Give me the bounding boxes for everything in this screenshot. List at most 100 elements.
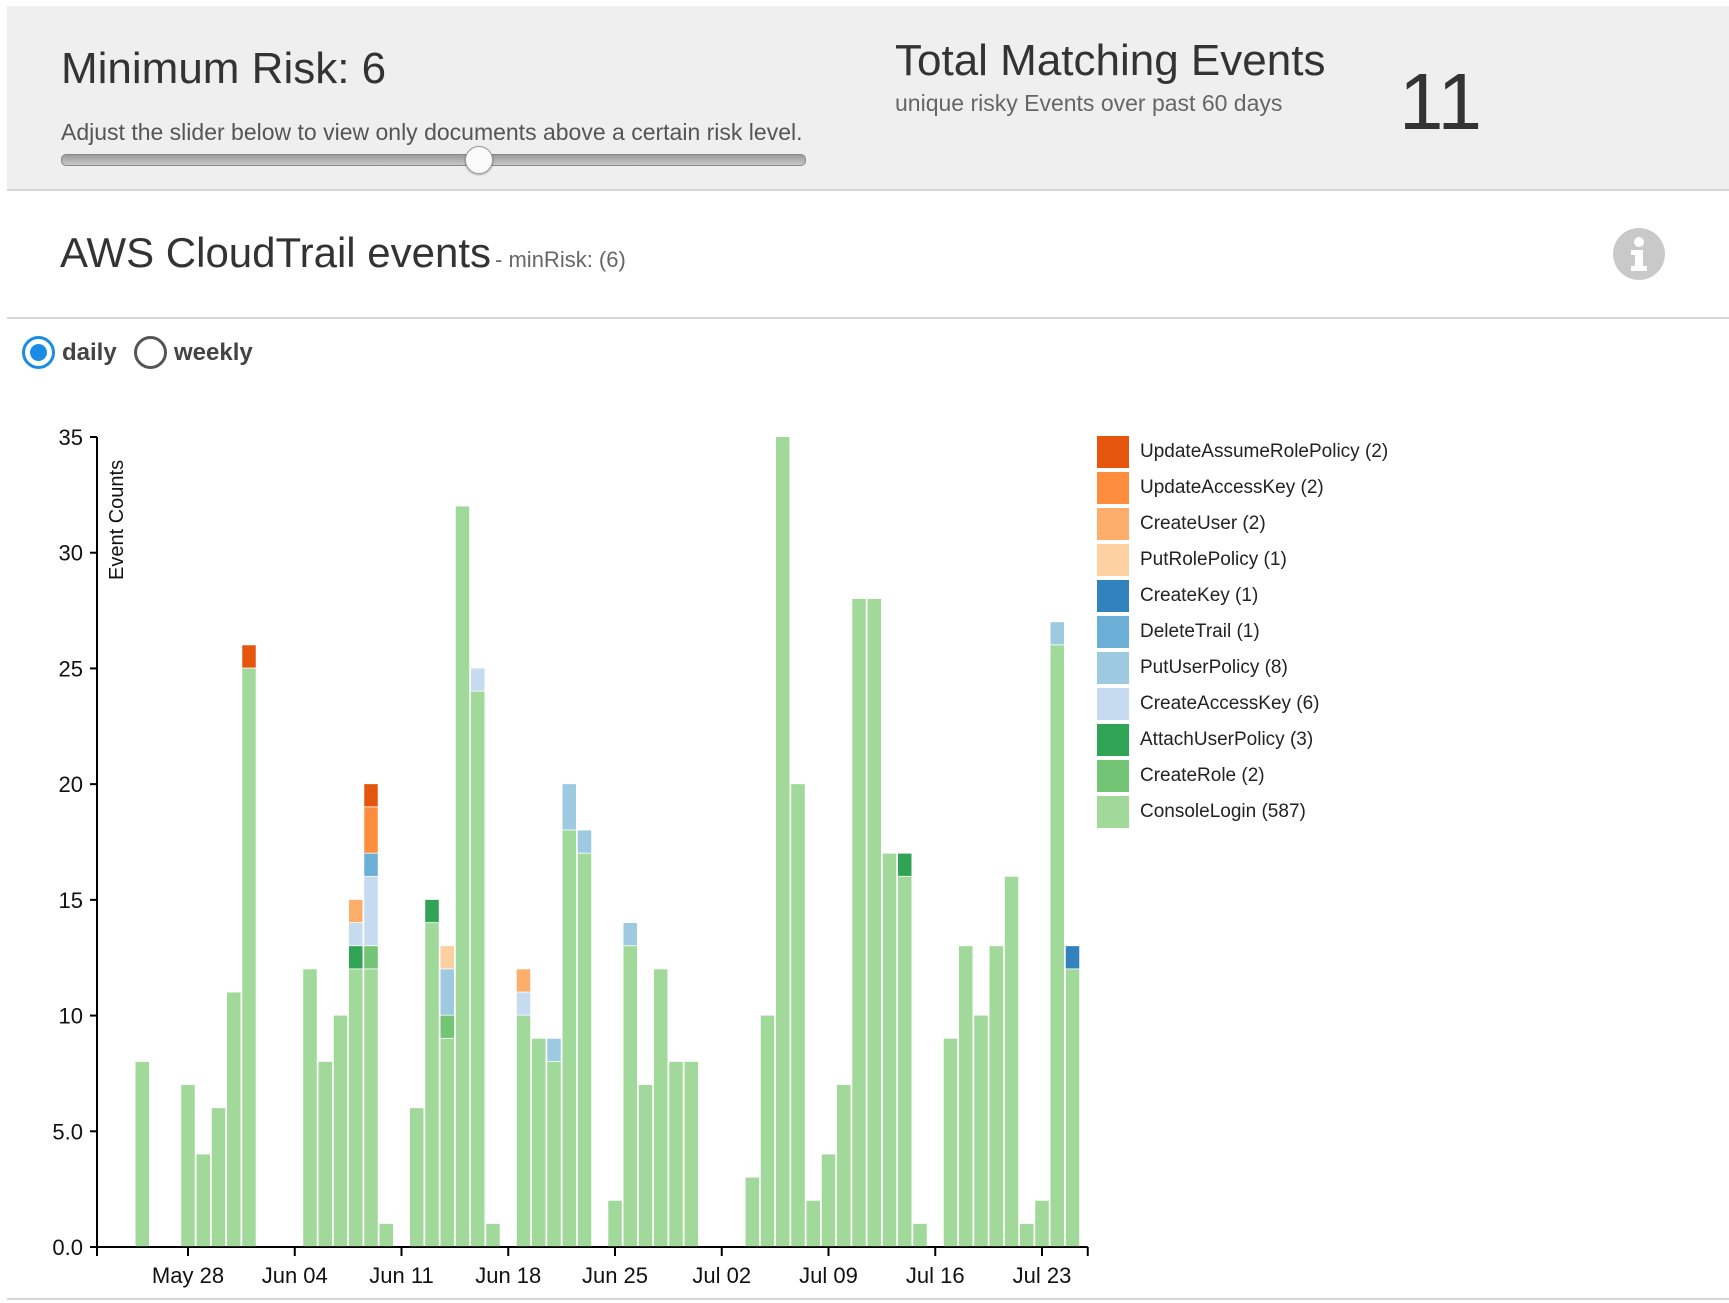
legend-label: CreateRole (2) bbox=[1140, 765, 1265, 786]
y-axis-label: Event Counts bbox=[106, 460, 128, 580]
bar-segment[interactable] bbox=[440, 969, 455, 1015]
bar-segment[interactable] bbox=[486, 1223, 500, 1247]
bar-segment[interactable] bbox=[516, 992, 531, 1015]
legend-swatch bbox=[1097, 760, 1129, 792]
bars bbox=[135, 437, 1080, 1247]
bar-segment[interactable] bbox=[837, 1085, 851, 1247]
bar-segment[interactable] bbox=[349, 899, 363, 923]
bar-segment[interactable] bbox=[471, 668, 485, 691]
bar-segment[interactable] bbox=[913, 1223, 927, 1247]
radio-weekly-circle[interactable] bbox=[134, 336, 167, 369]
bar-segment[interactable] bbox=[577, 830, 592, 853]
y-tick-label: 15 bbox=[59, 888, 83, 913]
panel-title: AWS CloudTrail events - minRisk: (6) bbox=[60, 229, 626, 277]
y-tick-label: 35 bbox=[59, 425, 83, 450]
risk-slider-handle[interactable] bbox=[465, 146, 494, 174]
bar-segment[interactable] bbox=[1004, 876, 1019, 1247]
bar-segment[interactable] bbox=[959, 946, 973, 1247]
bar-segment[interactable] bbox=[135, 1061, 150, 1247]
risk-slider[interactable] bbox=[61, 146, 806, 174]
bar-segment[interactable] bbox=[760, 1015, 775, 1247]
legend-swatch bbox=[1097, 652, 1129, 684]
bar-segment[interactable] bbox=[1050, 645, 1065, 1247]
bar-segment[interactable] bbox=[364, 876, 378, 946]
bar-segment[interactable] bbox=[638, 1085, 653, 1247]
legend-swatch bbox=[1097, 616, 1129, 648]
bar-segment[interactable] bbox=[898, 876, 912, 1247]
bar-segment[interactable] bbox=[882, 853, 897, 1247]
bar-segment[interactable] bbox=[867, 599, 882, 1247]
legend-label: UpdateAssumeRolePolicy (2) bbox=[1140, 441, 1389, 462]
bar-segment[interactable] bbox=[943, 1038, 958, 1247]
bar-segment[interactable] bbox=[440, 946, 455, 969]
bar-segment[interactable] bbox=[623, 923, 638, 946]
bar-segment[interactable] bbox=[623, 946, 638, 1247]
bar-segment[interactable] bbox=[242, 645, 256, 668]
bar-segment[interactable] bbox=[440, 1038, 455, 1247]
legend-swatch bbox=[1097, 724, 1129, 756]
slider-help-text: Adjust the slider below to view only doc… bbox=[61, 119, 803, 145]
total-matching-events-title: Total Matching Events bbox=[895, 36, 1326, 85]
bar-segment[interactable] bbox=[349, 969, 363, 1247]
bar-segment[interactable] bbox=[1065, 969, 1080, 1247]
bar-segment[interactable] bbox=[364, 853, 378, 876]
bar-segment[interactable] bbox=[303, 969, 317, 1247]
bar-segment[interactable] bbox=[776, 437, 790, 1247]
bar-segment[interactable] bbox=[1050, 622, 1065, 645]
bar-segment[interactable] bbox=[318, 1061, 333, 1247]
bar-segment[interactable] bbox=[516, 1015, 531, 1247]
bar-segment[interactable] bbox=[1020, 1223, 1034, 1247]
bar-segment[interactable] bbox=[577, 853, 592, 1247]
bar-segment[interactable] bbox=[806, 1200, 821, 1247]
bar-segment[interactable] bbox=[532, 1038, 546, 1247]
bar-segment[interactable] bbox=[425, 899, 439, 923]
bar-segment[interactable] bbox=[181, 1085, 195, 1247]
bar-segment[interactable] bbox=[852, 599, 866, 1247]
bar-segment[interactable] bbox=[410, 1108, 424, 1247]
bar-segment[interactable] bbox=[364, 784, 378, 807]
bar-segment[interactable] bbox=[471, 691, 485, 1247]
bar-segment[interactable] bbox=[608, 1200, 622, 1247]
bar-segment[interactable] bbox=[455, 506, 470, 1247]
total-matching-events-value: 11 bbox=[1399, 57, 1483, 146]
bar-segment[interactable] bbox=[364, 807, 378, 853]
bar-segment[interactable] bbox=[333, 1015, 348, 1247]
legend-swatch bbox=[1097, 688, 1129, 720]
bar-segment[interactable] bbox=[547, 1061, 561, 1247]
bar-segment[interactable] bbox=[974, 1015, 988, 1247]
bar-segment[interactable] bbox=[440, 1015, 455, 1038]
bar-segment[interactable] bbox=[791, 784, 805, 1247]
info-icon[interactable] bbox=[1613, 228, 1665, 280]
bar-segment[interactable] bbox=[425, 923, 439, 1247]
y-tick-label: 0.0 bbox=[52, 1235, 83, 1260]
bar-segment[interactable] bbox=[364, 946, 378, 969]
radio-daily-circle[interactable] bbox=[22, 336, 55, 369]
bar-segment[interactable] bbox=[349, 946, 363, 969]
bar-segment[interactable] bbox=[227, 992, 241, 1247]
legend-swatch bbox=[1097, 508, 1129, 540]
bar-segment[interactable] bbox=[1035, 1200, 1049, 1247]
bar-segment[interactable] bbox=[516, 969, 531, 992]
bar-segment[interactable] bbox=[196, 1154, 211, 1247]
bar-segment[interactable] bbox=[242, 668, 256, 1247]
y-tick-label: 10 bbox=[59, 1004, 83, 1029]
bar-segment[interactable] bbox=[745, 1177, 760, 1247]
bar-segment[interactable] bbox=[898, 853, 912, 876]
bar-segment[interactable] bbox=[989, 946, 1004, 1247]
bar-segment[interactable] bbox=[684, 1061, 699, 1247]
panel-header: AWS CloudTrail events - minRisk: (6) bbox=[7, 191, 1729, 319]
bar-segment[interactable] bbox=[364, 969, 378, 1247]
bar-segment[interactable] bbox=[379, 1223, 394, 1247]
bar-segment[interactable] bbox=[562, 830, 577, 1247]
bar-segment[interactable] bbox=[1065, 946, 1080, 969]
bar-segment[interactable] bbox=[654, 969, 668, 1247]
bar-segment[interactable] bbox=[669, 1061, 683, 1247]
risk-filter-bar: Minimum Risk: 6 Adjust the slider below … bbox=[7, 6, 1729, 191]
bar-segment[interactable] bbox=[562, 784, 577, 830]
x-tick-label: Jun 18 bbox=[475, 1263, 541, 1288]
bar-segment[interactable] bbox=[211, 1108, 226, 1247]
legend-label: PutUserPolicy (8) bbox=[1140, 657, 1288, 678]
bar-segment[interactable] bbox=[349, 923, 363, 946]
bar-segment[interactable] bbox=[547, 1038, 561, 1062]
bar-segment[interactable] bbox=[821, 1154, 836, 1247]
